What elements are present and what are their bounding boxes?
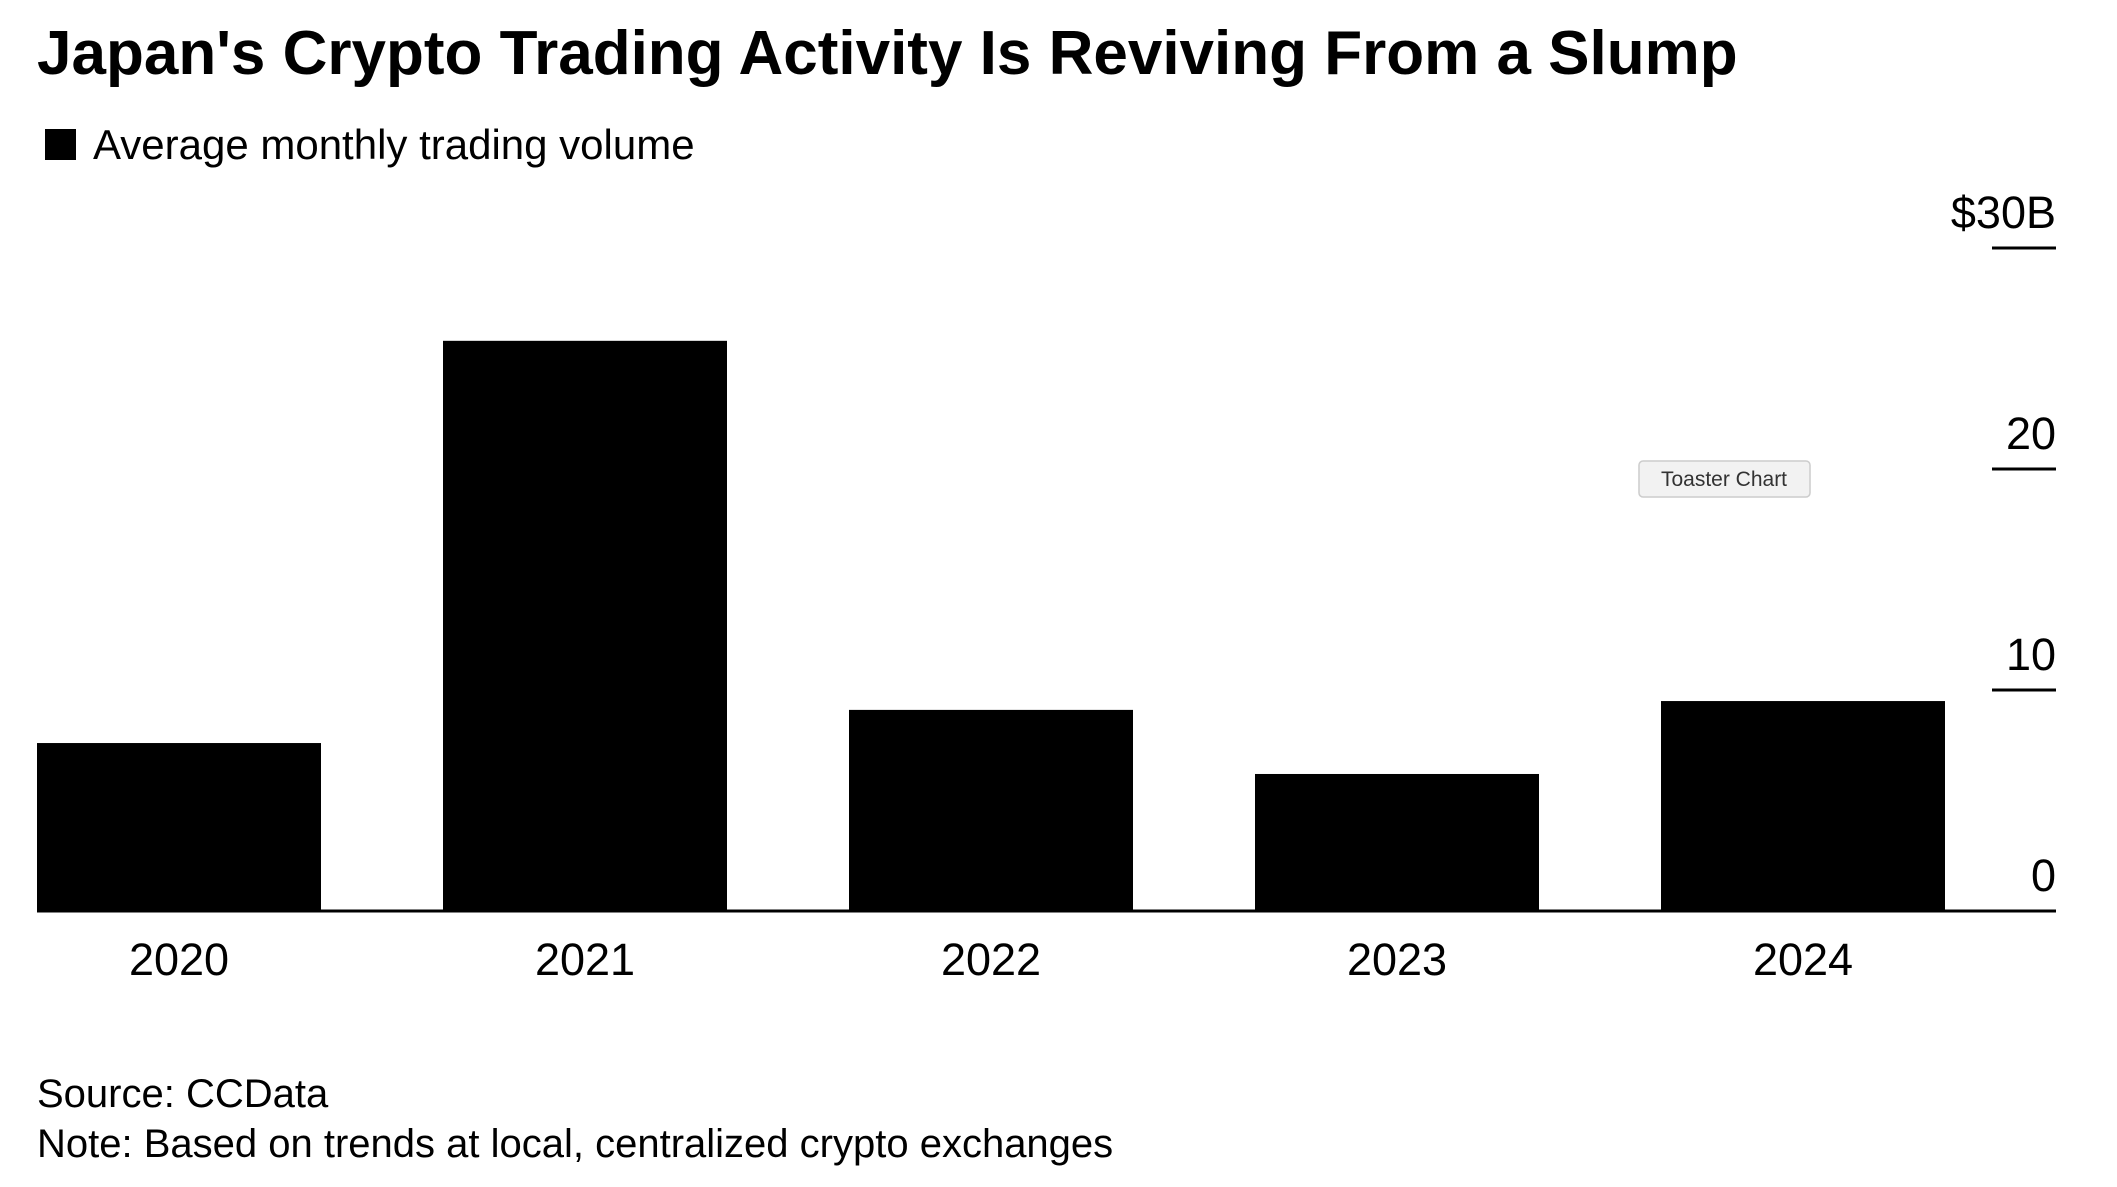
bar — [1661, 701, 1945, 911]
tooltip-box — [1638, 460, 1811, 498]
x-tick-label: 2024 — [1753, 934, 1853, 985]
legend-swatch — [45, 129, 76, 160]
bar — [37, 743, 321, 911]
tooltip: Toaster Chart — [1661, 468, 1787, 491]
y-tick-label: $30B — [1951, 187, 2056, 238]
x-tick-label: 2023 — [1347, 934, 1447, 985]
source: Source: CCData — [37, 1072, 329, 1116]
chart-title: Japan's Crypto Trading Activity Is Reviv… — [37, 19, 1738, 88]
x-tick-label: 2022 — [941, 934, 1041, 985]
x-tick-label: 2020 — [129, 934, 229, 985]
y-tick-label: 20 — [2006, 408, 2056, 459]
legend-label: Average monthly trading volume — [93, 121, 695, 168]
bar — [849, 709, 1133, 911]
y-tick-label: 10 — [2006, 629, 2056, 680]
bar — [443, 340, 727, 911]
note: Note: Based on trends at local, centrali… — [37, 1122, 1113, 1166]
x-tick-label: 2021 — [535, 934, 635, 985]
bar — [1255, 773, 1539, 911]
y-tick-label: 0 — [2031, 850, 2056, 901]
